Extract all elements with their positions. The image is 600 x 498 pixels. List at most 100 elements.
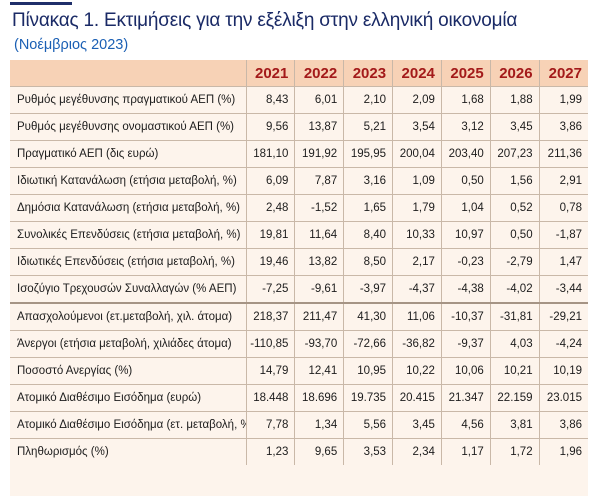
year-header-2022: 2022 xyxy=(294,60,345,87)
table-row: Συνολικές Επενδύσεις (ετήσια μεταβολή, %… xyxy=(10,221,588,249)
value-cell: 0,50 xyxy=(490,221,540,249)
row-label: Ποσοστό Ανεργίας (%) xyxy=(10,357,247,385)
forecast-table-container: 2021 2022 2023 2024 2025 2026 2027 Ρυθμός μεγέ… xyxy=(10,60,588,496)
value-cell: 191,92 xyxy=(294,140,345,168)
value-cell: 9,65 xyxy=(294,438,345,465)
value-cell: 23.015 xyxy=(539,384,588,412)
value-cell: 3,54 xyxy=(392,113,442,141)
value-cell: 22.159 xyxy=(490,384,540,412)
value-cell: 3,45 xyxy=(490,113,540,141)
value-cell: 1,65 xyxy=(343,194,394,222)
row-label: Ατομικό Διαθέσιμο Εισόδημα (ετ. μεταβολή… xyxy=(10,411,247,439)
value-cell: -4,38 xyxy=(441,275,491,303)
forecast-table: 2021 2022 2023 2024 2025 2026 2027 Ρυθμός μεγέ… xyxy=(10,60,588,465)
value-cell: 1,68 xyxy=(441,86,491,114)
value-cell: 18.448 xyxy=(246,384,296,412)
page-title: Πίνακας 1. Εκτιμήσεις για την εξέλιξη στ… xyxy=(12,10,518,31)
value-cell: -4,37 xyxy=(392,275,442,303)
value-cell: 18.696 xyxy=(294,384,345,412)
value-cell: 10,06 xyxy=(441,357,491,385)
row-label: Πληθωρισμός (%) xyxy=(10,438,247,465)
value-cell: 12,41 xyxy=(294,357,345,385)
value-cell: 203,40 xyxy=(441,140,491,168)
table-row: Πληθωρισμός (%) 1,23 9,65 3,53 2,34 1,17 1,72 1… xyxy=(10,438,588,465)
value-cell: 10,33 xyxy=(392,221,442,249)
value-cell: 1,23 xyxy=(246,438,296,465)
value-cell: 8,40 xyxy=(343,221,394,249)
value-cell: 1,34 xyxy=(294,411,345,439)
value-cell: 195,95 xyxy=(343,140,394,168)
value-cell: 7,78 xyxy=(246,411,296,439)
value-cell: 21.347 xyxy=(441,384,491,412)
value-cell: 2,48 xyxy=(246,194,296,222)
value-cell: 1,56 xyxy=(490,167,540,195)
value-cell: -7,25 xyxy=(246,275,296,303)
value-cell: 3,45 xyxy=(392,411,442,439)
value-cell: -2,79 xyxy=(490,248,540,276)
value-cell: -4,24 xyxy=(539,330,588,358)
value-cell: 19,81 xyxy=(246,221,296,249)
row-label: Δημόσια Κατανάλωση (ετήσια μεταβολή, %) xyxy=(10,194,247,222)
row-label: Ιδιωτικές Επενδύσεις (ετήσια μεταβολή, %… xyxy=(10,248,247,276)
value-cell: 3,81 xyxy=(490,411,540,439)
value-cell: 10,22 xyxy=(392,357,442,385)
value-cell: 200,04 xyxy=(392,140,442,168)
value-cell: 1,17 xyxy=(441,438,491,465)
value-cell: -72,66 xyxy=(343,330,394,358)
value-cell: 3,12 xyxy=(441,113,491,141)
value-cell: 2,10 xyxy=(343,86,394,114)
value-cell: -9,37 xyxy=(441,330,491,358)
value-cell: 10,95 xyxy=(343,357,394,385)
table-row: Ατομικό Διαθέσιμο Εισόδημα (ευρώ) 18.448 1… xyxy=(10,384,588,412)
value-cell: -3,44 xyxy=(539,275,588,303)
value-cell: 8,43 xyxy=(246,86,296,114)
value-cell: 5,21 xyxy=(343,113,394,141)
value-cell: 4,03 xyxy=(490,330,540,358)
value-cell: 1,04 xyxy=(441,194,491,222)
year-header-2021: 2021 xyxy=(246,60,296,87)
year-header-2024: 2024 xyxy=(392,60,442,87)
year-header-2023: 2023 xyxy=(343,60,394,87)
value-cell: 218,37 xyxy=(246,302,296,331)
row-label: Ατομικό Διαθέσιμο Εισόδημα (ευρώ) xyxy=(10,384,247,412)
value-cell: 10,21 xyxy=(490,357,540,385)
value-cell: -1,52 xyxy=(294,194,345,222)
row-label: Ισοζύγιο Τρεχουσών Συναλλαγών (% ΑΕΠ) xyxy=(10,275,247,303)
value-cell: 11,64 xyxy=(294,221,345,249)
table-body: Ρυθμός μεγέθυνσης πραγματικού ΑΕΠ (%) 8,4… xyxy=(10,86,588,465)
value-cell: 3,16 xyxy=(343,167,394,195)
value-cell: 3,86 xyxy=(539,411,588,439)
value-cell: 1,09 xyxy=(392,167,442,195)
value-cell: 1,88 xyxy=(490,86,540,114)
value-cell: -1,87 xyxy=(539,221,588,249)
value-cell: -29,21 xyxy=(539,302,588,331)
table-row: Ιδιωτική Κατανάλωση (ετήσια μεταβολή, %)… xyxy=(10,167,588,195)
value-cell: 8,50 xyxy=(343,248,394,276)
value-cell: 6,01 xyxy=(294,86,345,114)
value-cell: 1,96 xyxy=(539,438,588,465)
value-cell: 1,99 xyxy=(539,86,588,114)
value-cell: -4,02 xyxy=(490,275,540,303)
table-row: Ρυθμός μεγέθυνσης πραγματικού ΑΕΠ (%) 8,4… xyxy=(10,86,588,114)
value-cell: 7,87 xyxy=(294,167,345,195)
value-cell: -10,37 xyxy=(441,302,491,331)
year-header-2026: 2026 xyxy=(490,60,540,87)
value-cell: 6,09 xyxy=(246,167,296,195)
table-header-row: 2021 2022 2023 2024 2025 2026 2027 xyxy=(10,60,588,87)
value-cell: -3,97 xyxy=(343,275,394,303)
value-cell: 1,47 xyxy=(539,248,588,276)
value-cell: 11,06 xyxy=(392,302,442,331)
table-row: Ρυθμός μεγέθυνσης ονομαστικού ΑΕΠ (%) 9,5… xyxy=(10,113,588,141)
value-cell: 1,79 xyxy=(392,194,442,222)
value-cell: 41,30 xyxy=(343,302,394,331)
value-cell: 2,34 xyxy=(392,438,442,465)
value-cell: 1,72 xyxy=(490,438,540,465)
row-label: Απασχολούμενοι (ετ.μεταβολή, χιλ. άτομα) xyxy=(10,302,247,331)
header-blank-cell xyxy=(10,60,247,87)
value-cell: 181,10 xyxy=(246,140,296,168)
value-cell: 211,47 xyxy=(294,302,345,331)
value-cell: 211,36 xyxy=(539,140,588,168)
value-cell: -0,23 xyxy=(441,248,491,276)
value-cell: 2,91 xyxy=(539,167,588,195)
value-cell: 19.735 xyxy=(343,384,394,412)
